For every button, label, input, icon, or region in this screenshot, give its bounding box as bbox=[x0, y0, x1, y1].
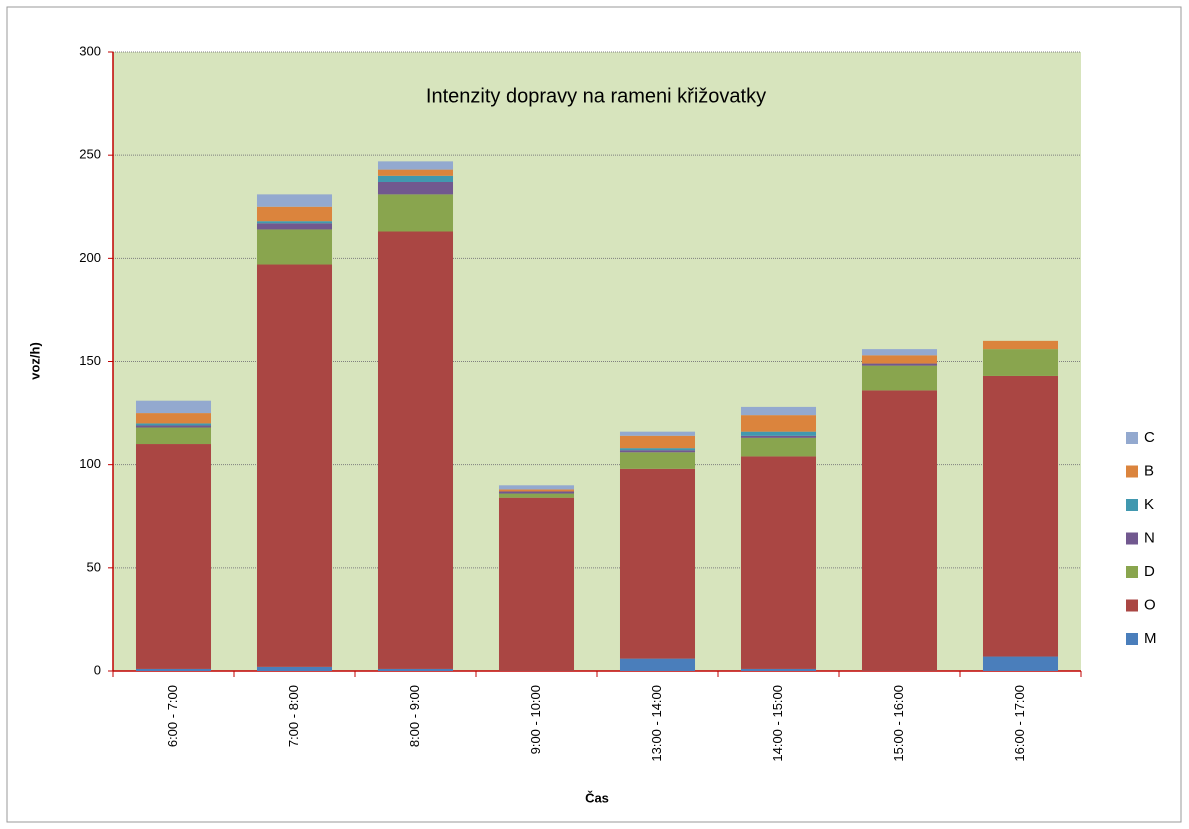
bar-segment bbox=[740, 456, 817, 669]
bar-segment bbox=[256, 221, 333, 224]
bar-segment bbox=[135, 668, 212, 671]
x-tick-label: 6:00 - 7:00 bbox=[165, 685, 180, 747]
x-tick-label: 14:00 - 15:00 bbox=[770, 685, 785, 762]
legend-swatch bbox=[1126, 633, 1138, 645]
y-tick-label: 250 bbox=[79, 147, 101, 162]
bar-segment bbox=[498, 497, 575, 671]
bar-segment bbox=[619, 448, 696, 451]
bar-segment bbox=[256, 223, 333, 230]
bar-segment bbox=[135, 444, 212, 669]
bar-segment bbox=[256, 229, 333, 265]
x-tick-label: 16:00 - 17:00 bbox=[1012, 685, 1027, 762]
x-tick-label: 7:00 - 8:00 bbox=[286, 685, 301, 747]
bar-segment bbox=[861, 363, 938, 366]
bar-segment bbox=[377, 175, 454, 182]
chart-title: Intenzity dopravy na rameni křižovatky bbox=[426, 85, 766, 107]
bar-segment bbox=[619, 435, 696, 449]
x-axis-label: Čas bbox=[585, 790, 609, 805]
bar-segment bbox=[861, 390, 938, 671]
legend-swatch bbox=[1126, 599, 1138, 612]
bar-segment bbox=[498, 489, 575, 492]
bar-segment bbox=[982, 375, 1059, 657]
legend-label: D bbox=[1144, 563, 1155, 580]
legend-label: C bbox=[1144, 429, 1155, 446]
bar-segment bbox=[135, 413, 212, 424]
bar-segment bbox=[256, 666, 333, 671]
bar-segment bbox=[377, 161, 454, 170]
bar-segment bbox=[256, 264, 333, 667]
bar-segment bbox=[377, 231, 454, 669]
bar-segment bbox=[619, 468, 696, 659]
bar-segment bbox=[498, 491, 575, 494]
bar-segment bbox=[619, 658, 696, 671]
legend-label: B bbox=[1144, 462, 1154, 479]
bar-segment bbox=[740, 437, 817, 457]
bar-segment bbox=[619, 431, 696, 436]
x-tick-label: 8:00 - 9:00 bbox=[407, 685, 422, 747]
bar-segment bbox=[377, 181, 454, 195]
bar-segment bbox=[740, 435, 817, 438]
bar-segment bbox=[377, 668, 454, 671]
bar-segment bbox=[861, 365, 938, 391]
legend-label: N bbox=[1144, 529, 1155, 546]
legend-swatch bbox=[1126, 465, 1138, 478]
bar-segment bbox=[740, 415, 817, 432]
bar-segment bbox=[619, 452, 696, 469]
legend-label: O bbox=[1144, 596, 1156, 613]
legend-label: M bbox=[1144, 630, 1157, 647]
y-tick-label: 50 bbox=[87, 559, 101, 574]
bar-segment bbox=[377, 169, 454, 176]
bar-segment bbox=[135, 427, 212, 445]
bar-segment bbox=[498, 493, 575, 498]
legend-label: K bbox=[1144, 496, 1154, 513]
y-tick-label: 300 bbox=[79, 43, 101, 58]
bar-segment bbox=[740, 668, 817, 671]
bar-segment bbox=[861, 349, 938, 356]
y-tick-label: 0 bbox=[94, 662, 101, 677]
bar-segment bbox=[135, 425, 212, 428]
y-tick-label: 150 bbox=[79, 353, 101, 368]
legend-swatch bbox=[1126, 499, 1138, 511]
bar-segment bbox=[377, 194, 454, 232]
y-axis-label: voz/h) bbox=[27, 342, 42, 380]
x-tick-label: 9:00 - 10:00 bbox=[528, 685, 543, 754]
bar-segment bbox=[861, 355, 938, 364]
legend-swatch bbox=[1126, 532, 1138, 545]
bar-segment bbox=[498, 485, 575, 490]
bar-segment bbox=[256, 194, 333, 207]
bar-segment bbox=[135, 423, 212, 426]
bar-segment bbox=[256, 206, 333, 222]
bar-segment bbox=[619, 450, 696, 453]
x-tick-label: 15:00 - 16:00 bbox=[891, 685, 906, 762]
bar-segment bbox=[982, 349, 1059, 376]
x-tick-label: 13:00 - 14:00 bbox=[649, 685, 664, 762]
bar-segment bbox=[740, 406, 817, 416]
y-tick-label: 200 bbox=[79, 250, 101, 265]
bar-segment bbox=[740, 431, 817, 436]
legend-swatch bbox=[1126, 432, 1138, 444]
bar-segment bbox=[135, 400, 212, 414]
bar-segment bbox=[982, 656, 1059, 671]
y-tick-label: 100 bbox=[79, 456, 101, 471]
legend-swatch bbox=[1126, 566, 1138, 578]
bar-segment bbox=[982, 340, 1059, 350]
